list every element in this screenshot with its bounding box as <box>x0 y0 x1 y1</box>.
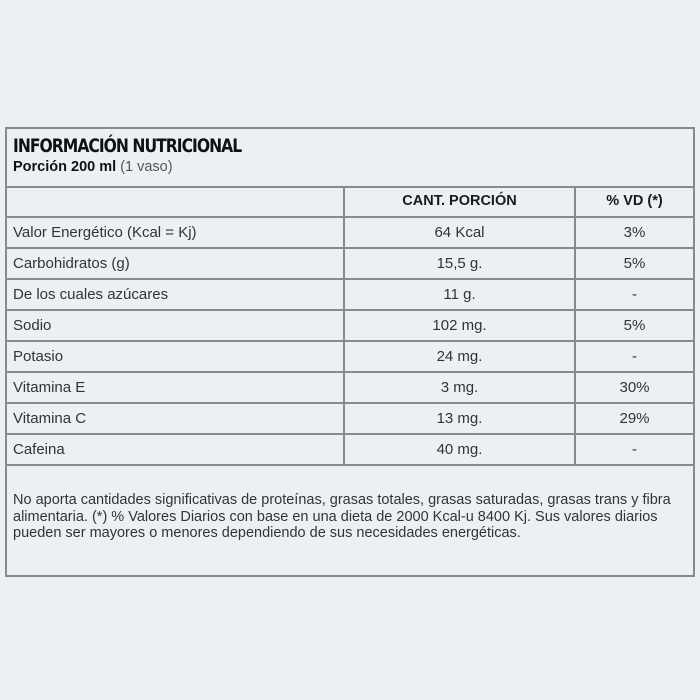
nutrient-dv: 5% <box>574 309 693 342</box>
nutrient-amount: 24 mg. <box>343 340 576 373</box>
nutrient-amount: 15,5 g. <box>343 247 576 280</box>
nutrient-name: De los cuales azúcares <box>7 278 345 311</box>
nutrient-amount: 64 Kcal <box>343 216 576 249</box>
nutrient-name: Vitamina C <box>7 402 345 435</box>
label-title: INFORMACIÓN NUTRICIONAL <box>13 135 242 157</box>
nutrient-dv: - <box>574 340 693 373</box>
nutrient-amount: 3 mg. <box>343 371 576 404</box>
nutrient-amount: 40 mg. <box>343 433 576 466</box>
footnote: No aporta cantidades significativas de p… <box>13 492 671 541</box>
nutrient-name: Potasio <box>7 340 345 373</box>
nutrient-name: Vitamina E <box>7 371 345 404</box>
nutrient-name: Sodio <box>7 309 345 342</box>
title-block: INFORMACIÓN NUTRICIONAL Porción 200 ml (… <box>7 129 693 188</box>
portion-size-bold: Porción 200 ml <box>13 159 117 175</box>
portion-size: Porción 200 ml (1 vaso) <box>13 157 687 177</box>
nutrient-dv: - <box>574 433 693 466</box>
table-row: Carbohidratos (g) 15,5 g. 5% <box>7 247 693 280</box>
header-nutrient <box>7 186 345 218</box>
nutrient-dv: 29% <box>574 402 693 435</box>
header-amount: CANT. PORCIÓN <box>343 186 576 218</box>
portion-size-note: (1 vaso) <box>120 159 173 175</box>
table-row: Sodio 102 mg. 5% <box>7 309 693 342</box>
table-row: Vitamina E 3 mg. 30% <box>7 371 693 404</box>
nutrient-name: Carbohidratos (g) <box>7 247 345 280</box>
nutrient-amount: 13 mg. <box>343 402 576 435</box>
nutrient-name: Valor Energético (Kcal = Kj) <box>7 216 345 249</box>
nutrient-dv: - <box>574 278 693 311</box>
nutrient-dv: 30% <box>574 371 693 404</box>
nutrient-dv: 3% <box>574 216 693 249</box>
nutrient-name: Cafeina <box>7 433 345 466</box>
table-row: De los cuales azúcares 11 g. - <box>7 278 693 311</box>
nutrient-amount: 11 g. <box>343 278 576 311</box>
table-row: Cafeina 40 mg. - <box>7 433 693 466</box>
nutrient-dv: 5% <box>574 247 693 280</box>
nutrient-amount: 102 mg. <box>343 309 576 342</box>
table-row: Vitamina C 13 mg. 29% <box>7 402 693 435</box>
nutrition-facts-label: INFORMACIÓN NUTRICIONAL Porción 200 ml (… <box>5 127 695 577</box>
table-row: Potasio 24 mg. - <box>7 340 693 373</box>
nutrition-table: CANT. PORCIÓN % VD (*) Valor Energético … <box>7 186 693 466</box>
table-row: Valor Energético (Kcal = Kj) 64 Kcal 3% <box>7 216 693 249</box>
table-header-row: CANT. PORCIÓN % VD (*) <box>7 186 693 218</box>
header-daily-value: % VD (*) <box>574 186 693 218</box>
